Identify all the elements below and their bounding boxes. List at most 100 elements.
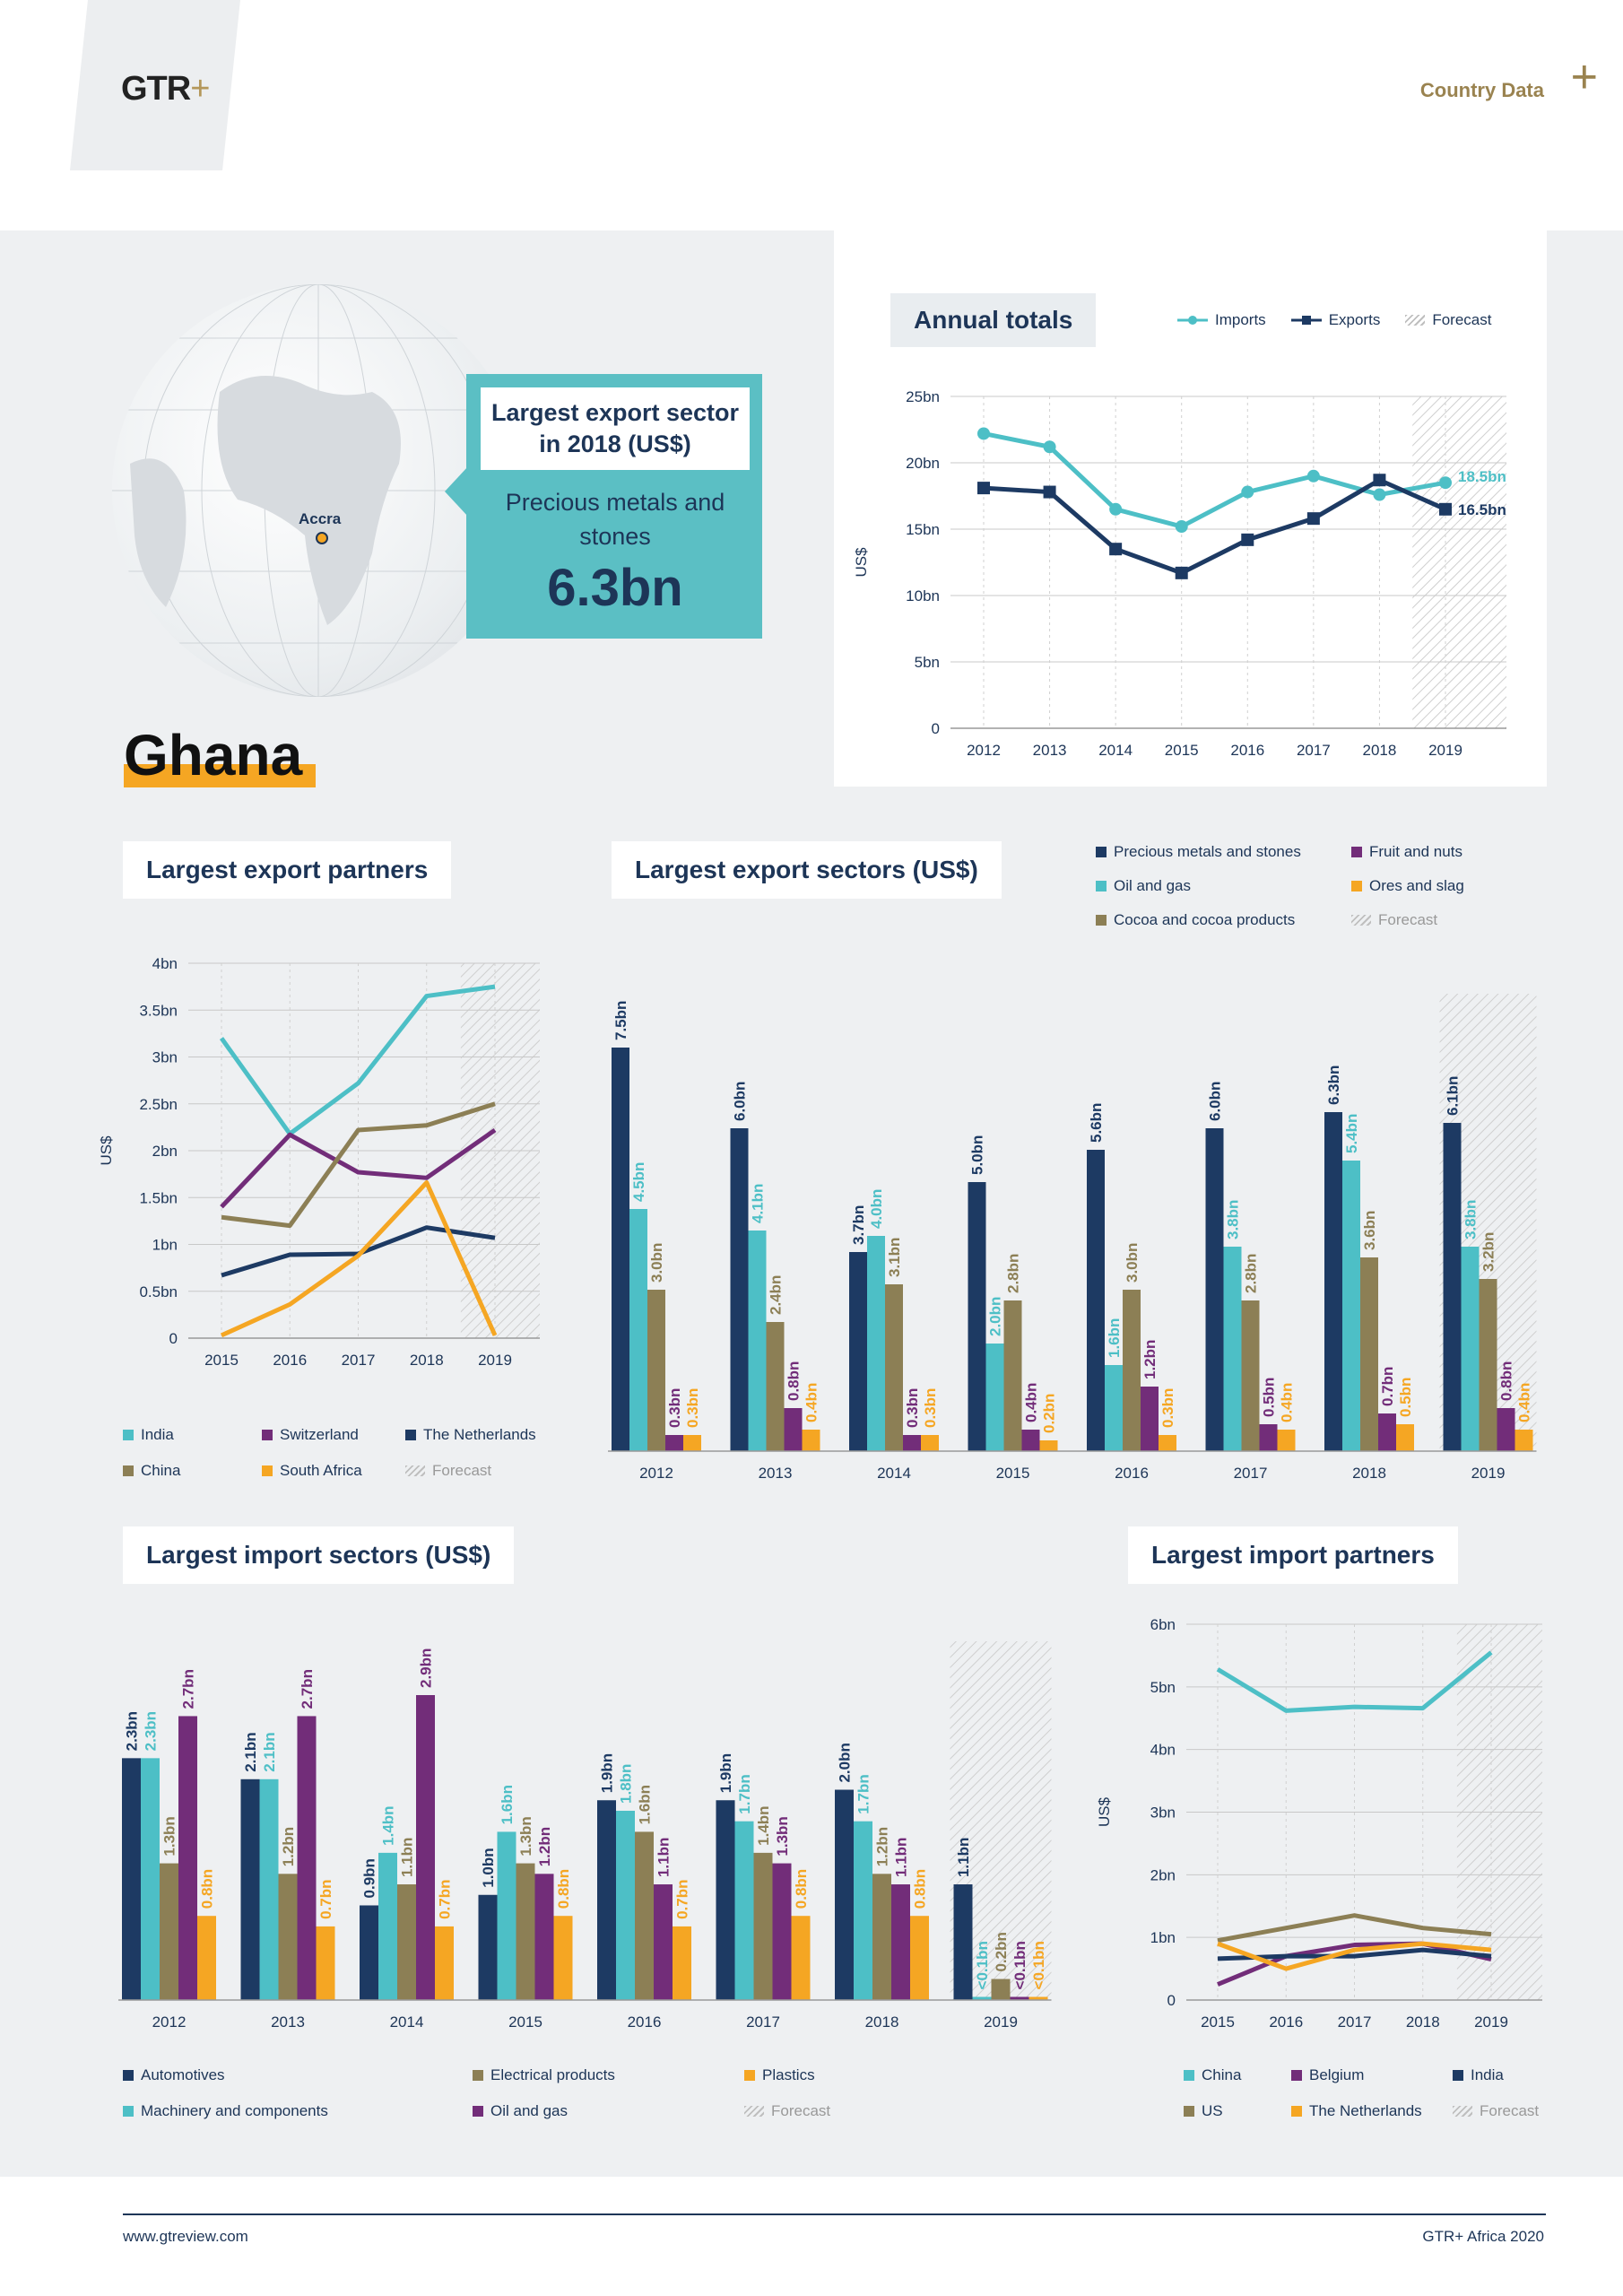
bar-machinery-and-components (497, 1831, 516, 2000)
bar-electrical-products (753, 1852, 773, 2000)
y-tick-label: 3.5bn (139, 1002, 178, 1019)
country-underline (124, 764, 316, 787)
x-tick-label: 2016 (1230, 742, 1264, 759)
bar-fruit-and-nuts (1497, 1408, 1515, 1451)
series-line-belgium (1217, 1941, 1492, 1987)
y-tick-label: 5bn (1150, 1679, 1176, 1696)
legend-imports: Imports (1177, 311, 1266, 329)
bar-value-label: 0.4bn (1279, 1383, 1296, 1422)
bar-automotives (122, 1758, 141, 2000)
swatch-icon (1291, 2106, 1302, 2117)
bar-value-label: 2.8bn (1005, 1254, 1022, 1293)
legend-forecast: Forecast (1405, 311, 1491, 329)
bar-machinery-and-components (616, 1810, 635, 2000)
series-line-switzerland (220, 1127, 497, 1209)
y-tick-label: 0 (169, 1330, 178, 1347)
bar-value-label: 0.4bn (1023, 1383, 1040, 1422)
bar-machinery-and-components (734, 1821, 754, 2000)
bar-precious-metals-and-stones (968, 1182, 986, 1451)
legend-exports: Exports (1290, 311, 1381, 329)
callout-title: Largest export sector in 2018 (US$) (481, 387, 750, 470)
bar-value-label: 3.8bn (1225, 1200, 1242, 1239)
legend-label: Precious metals and stones (1114, 843, 1301, 860)
legend-label: US (1202, 2102, 1223, 2119)
swatch-icon (123, 1430, 134, 1440)
y-tick-label: 0 (1167, 1992, 1176, 2009)
swatch-icon (1184, 2106, 1194, 2117)
y-tick-label: 15bn (906, 521, 940, 538)
bar-value-label: 0.5bn (1397, 1378, 1414, 1417)
x-tick-label: 2019 (1471, 1465, 1506, 1482)
x-tick-label: 2018 (1352, 1465, 1386, 1482)
legend-label: Switzerland (280, 1426, 359, 1443)
bar-cocoa-and-cocoa-products (766, 1322, 785, 1451)
footer-url[interactable]: www.gtreview.com (123, 2228, 248, 2245)
bar-value-label: 0.7bn (437, 1880, 454, 1919)
accra-label: Accra (299, 510, 342, 527)
globe-graticule (112, 284, 525, 697)
legend-exports-label: Exports (1328, 311, 1381, 328)
x-tick-label: 2015 (996, 1465, 1030, 1482)
end-value-label: 18.5bn (1458, 468, 1506, 485)
bar-ores-and-slag (1277, 1430, 1296, 1451)
export-partners-chart: 0 0.5bn 1bn 1.5bn 2bn 2.5bn 3bn 3.5bn 4bn 2015 201… (98, 955, 540, 1369)
legend-label: Belgium (1309, 2066, 1365, 2083)
bar-oil-and-gas (1461, 1247, 1480, 1451)
bar-cocoa-and-cocoa-products (1003, 1300, 1022, 1451)
bar-value-label: 0.8bn (199, 1869, 216, 1909)
bar-value-label: 0.8bn (912, 1869, 929, 1909)
y-tick-label: 2bn (1150, 1866, 1176, 1883)
bar-value-label: 3.8bn (1462, 1200, 1480, 1239)
legend-oil-gas: Oil and gas (1096, 877, 1351, 895)
legend-label: India (1471, 2066, 1504, 2083)
swatch-icon (1291, 2070, 1302, 2081)
legend-us: US (1184, 2102, 1291, 2120)
legend-forecast: Forecast (405, 1462, 558, 1480)
data-point (1373, 488, 1386, 501)
bar-precious-metals-and-stones (849, 1252, 867, 1451)
bar-ores-and-slag (1039, 1440, 1058, 1451)
bar-value-label: 1.3bn (161, 1816, 178, 1856)
gtr-logo[interactable]: GTR+ (121, 70, 210, 109)
bar-value-label: 1.2bn (1141, 1340, 1159, 1379)
bar-value-label: 1.3bn (517, 1816, 534, 1856)
bar-automotives (240, 1779, 260, 2000)
bar-value-label: 0.4bn (1516, 1383, 1533, 1422)
bar-value-label: 6.0bn (732, 1082, 749, 1121)
x-tick-label: 2012 (967, 742, 1001, 759)
bar-automotives (835, 1789, 854, 2000)
bar-value-label: 3.7bn (850, 1205, 867, 1245)
bar-value-label: 2.1bn (261, 1732, 278, 1771)
bar-value-label: 1.9bn (599, 1753, 616, 1793)
bar-value-label: <0.1bn (974, 1941, 991, 1989)
annual-totals-chart: 0 5bn 10bn 15bn 20bn 25bn 2012 2013 2014 2015 2016… (853, 388, 1506, 759)
bar-value-label: 1.7bn (855, 1774, 872, 1813)
legend-precious-metals: Precious metals and stones (1096, 843, 1351, 861)
bar-value-label: 0.5bn (1261, 1378, 1278, 1417)
bar-oil-and-gas (985, 1344, 1004, 1451)
data-point (1109, 502, 1123, 516)
swatch-icon (123, 2106, 134, 2117)
legend-label: Ores and slag (1369, 877, 1464, 894)
bar-oil-and-gas (629, 1209, 647, 1451)
swatch-icon (1351, 847, 1362, 857)
bar-cocoa-and-cocoa-products (1123, 1290, 1141, 1451)
annual-totals-title: Annual totals (890, 293, 1097, 347)
swatch-icon (405, 1430, 416, 1440)
bar-value-label: 0.8bn (793, 1869, 810, 1909)
bar-cocoa-and-cocoa-products (647, 1290, 665, 1451)
bar-value-label: 0.3bn (904, 1388, 921, 1428)
bar-value-label: 2.0bn (987, 1297, 1004, 1336)
bar-value-label: 1.2bn (536, 1827, 553, 1866)
bar-value-label: 0.3bn (666, 1388, 683, 1428)
swatch-icon (744, 2070, 755, 2081)
data-point (1109, 543, 1123, 556)
bar-value-label: 5.4bn (1343, 1114, 1360, 1153)
x-tick-label: 2014 (1098, 742, 1133, 759)
bar-electrical-products (397, 1884, 416, 2000)
legend-china: China (1184, 2066, 1291, 2084)
x-tick-label: 2017 (746, 2013, 780, 2031)
x-tick-label: 2015 (1165, 742, 1199, 759)
bar-plastics (316, 1926, 335, 2000)
bar-oil-and-gas (891, 1884, 910, 2000)
